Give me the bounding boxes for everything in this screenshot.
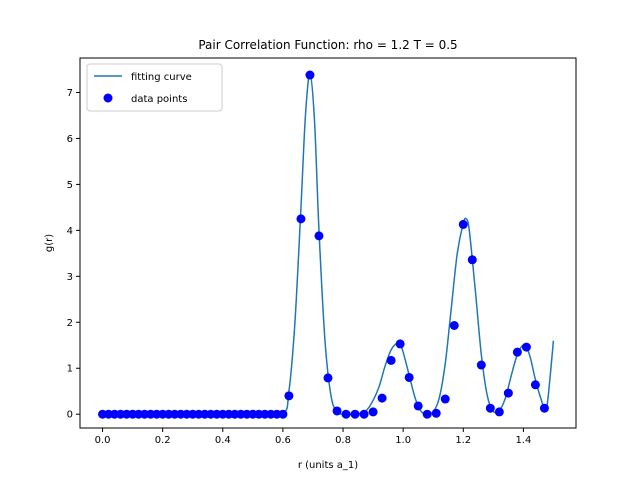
data-point <box>422 409 432 419</box>
y-axis: 0 1 2 3 4 5 6 7 <box>67 88 80 421</box>
x-tick-label: 0.8 <box>335 435 351 446</box>
x-tick-label: 0.6 <box>275 435 291 446</box>
y-tick-label: 1 <box>67 364 73 375</box>
data-point <box>530 380 540 390</box>
y-tick-label: 2 <box>67 318 73 329</box>
data-point <box>503 388 513 398</box>
data-point <box>296 214 306 224</box>
data-point <box>413 401 423 411</box>
data-points-series <box>98 70 549 419</box>
data-point <box>305 70 315 80</box>
legend: fitting curve data points <box>86 63 223 112</box>
data-point <box>485 403 495 413</box>
y-tick-label: 4 <box>67 226 73 237</box>
data-point <box>284 391 294 401</box>
legend-point-swatch <box>103 93 113 103</box>
plot-area <box>79 57 577 429</box>
data-point <box>458 219 468 229</box>
data-point <box>449 321 459 330</box>
data-point <box>539 403 549 413</box>
data-point <box>395 339 405 349</box>
x-tick-label: 1.0 <box>395 435 411 446</box>
x-axis: 0.0 0.2 0.4 0.6 0.8 1.0 1.2 1.4 <box>95 428 531 446</box>
data-point <box>494 407 504 417</box>
data-point <box>467 255 477 265</box>
data-point <box>440 394 450 404</box>
data-point <box>314 231 324 241</box>
y-tick-label: 3 <box>67 272 73 283</box>
data-point <box>278 409 288 419</box>
legend-label-data-points: data points <box>131 94 187 105</box>
data-point <box>476 360 486 370</box>
axes-frame <box>79 57 577 429</box>
data-point <box>341 409 351 419</box>
data-point <box>377 393 387 403</box>
chart-title: Pair Correlation Function: rho = 1.2 T =… <box>198 38 457 52</box>
y-tick-label: 7 <box>67 88 73 99</box>
data-point <box>368 407 378 417</box>
x-tick-label: 1.4 <box>515 435 531 446</box>
y-tick-label: 5 <box>67 180 73 191</box>
x-tick-label: 1.2 <box>455 435 471 446</box>
x-axis-label: r (units a_1) <box>298 460 358 471</box>
data-point <box>332 406 342 416</box>
y-tick-label: 0 <box>67 410 73 421</box>
data-point <box>404 372 414 382</box>
data-point <box>350 409 360 419</box>
data-point <box>386 355 396 365</box>
data-point <box>359 409 369 419</box>
data-point <box>512 347 522 357</box>
data-point <box>431 408 441 418</box>
legend-label-fitting-curve: fitting curve <box>131 72 192 83</box>
y-axis-label: g(r) <box>44 234 55 252</box>
x-tick-label: 0.4 <box>215 435 231 446</box>
x-tick-label: 0.2 <box>155 435 171 446</box>
data-point <box>323 373 333 383</box>
data-point <box>521 342 531 352</box>
x-tick-label: 0.0 <box>95 435 111 446</box>
y-tick-label: 6 <box>67 134 73 145</box>
